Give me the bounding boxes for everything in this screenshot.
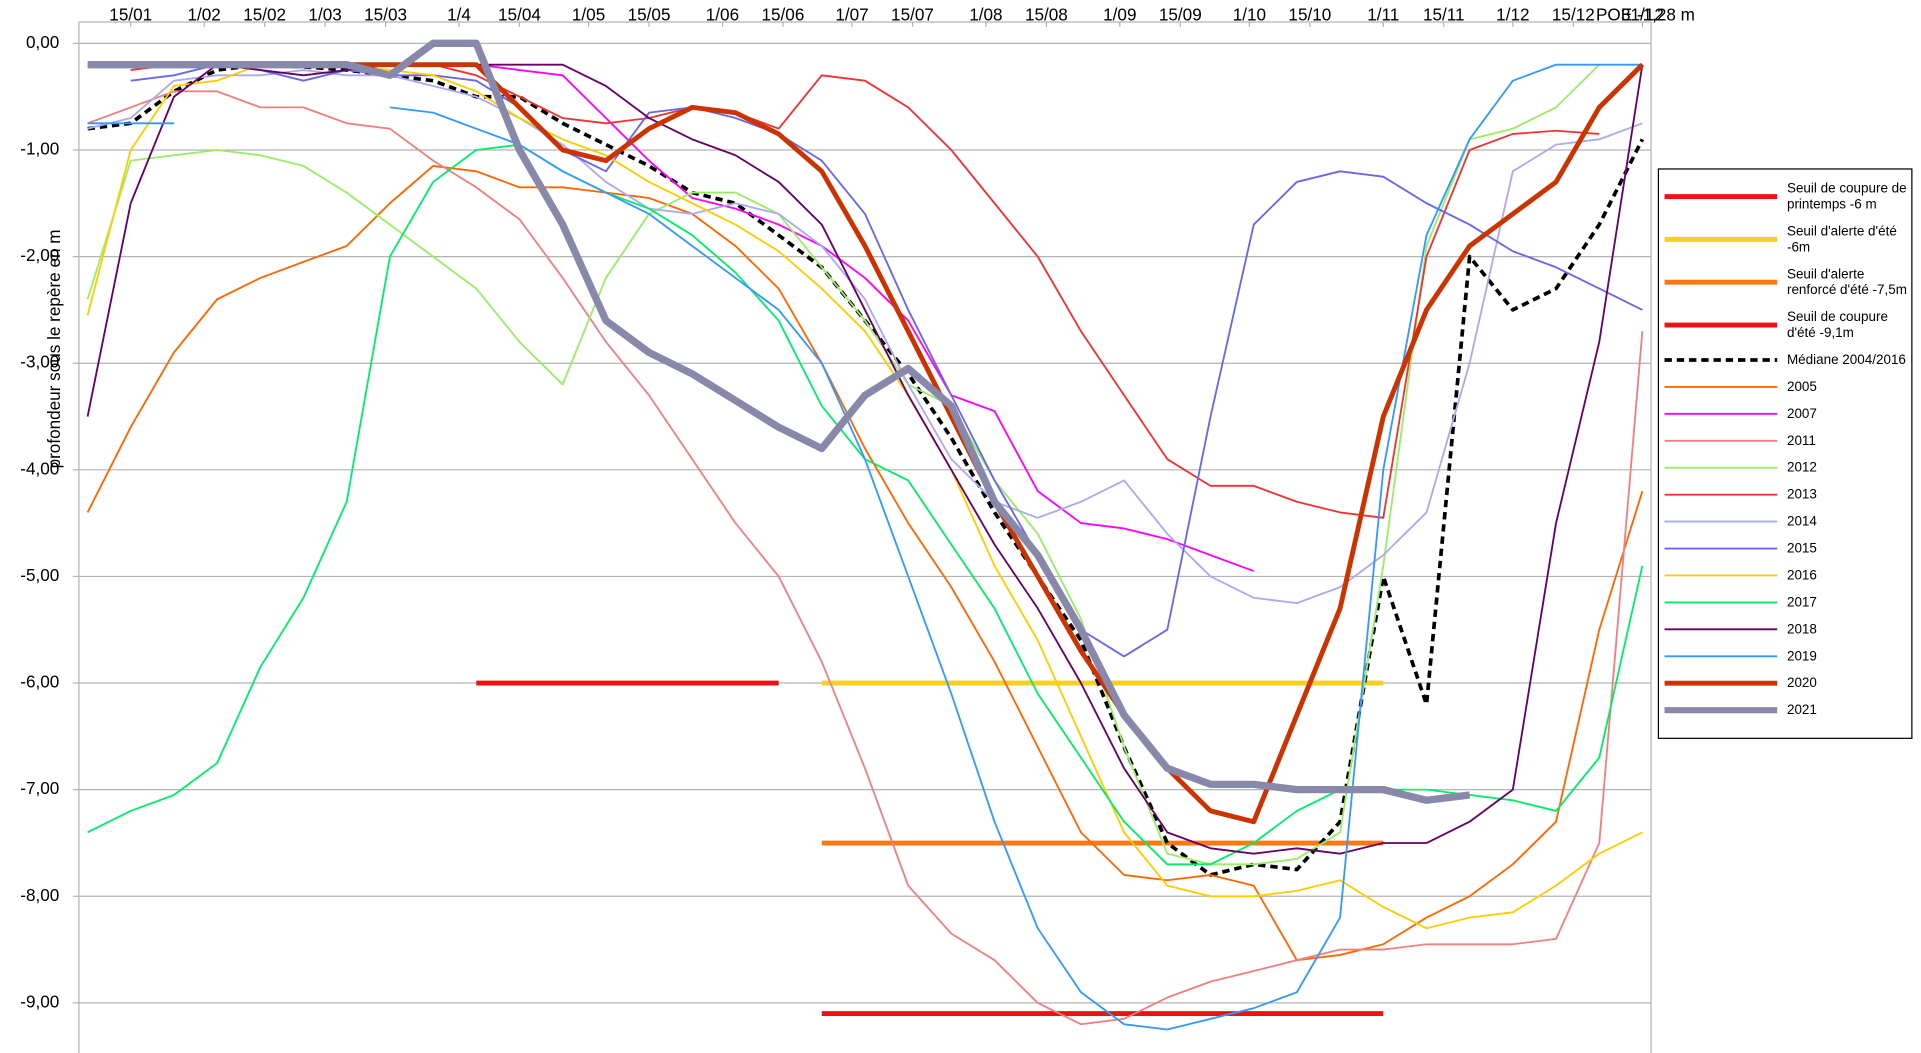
y-tick-label: -1,00 [20,139,59,159]
y-tick-label: -6,00 [20,672,59,692]
plot-area: 0,00 -1,00 -2,00 -3,00 -4,00 -5,00 -6,00 -7,00 -… [20,4,1664,1053]
y-tick-label: -8,00 [20,885,59,905]
x-tick-label: 1/08 [969,4,1002,24]
legend-label: 2020 [1787,675,1817,690]
x-tick-label: 1/11 [1367,4,1399,24]
legend: Seuil de coupure de printemps -6 m Seuil d… [1664,180,1907,717]
legend-label: 2007 [1787,405,1817,420]
x-tick-label: 15/03 [364,4,407,24]
legend-label: 2016 [1787,567,1817,582]
y-tick-label: -2,00 [20,245,59,265]
legend-label: Médiane 2004/2016 [1787,352,1906,367]
y-tick-label: 0,00 [26,32,59,52]
legend-label: 2012 [1787,459,1817,474]
x-tick-label: 1/09 [1103,4,1136,24]
legend-label: 2018 [1787,621,1817,636]
x-tick-label: 1/05 [572,4,605,24]
x-tick-label: 1/4 [447,4,471,24]
series-line [86,63,1644,855]
legend-label: 2015 [1787,540,1817,555]
x-tick-label: 15/11 [1423,4,1465,24]
y-tick-label: -3,00 [20,352,59,372]
x-tick-label: 15/05 [628,4,671,24]
series-line [87,69,1643,605]
x-tick-label: 15/08 [1025,4,1068,24]
series-line [130,62,1645,825]
series-line [87,90,1644,1026]
y-tick-label: -5,00 [20,565,59,585]
legend-label: 2021 [1787,702,1817,717]
y-tick-label: -9,00 [20,991,59,1011]
series-line [87,39,1471,804]
x-tick-label: 15/09 [1159,4,1202,24]
x-tick-label: 15/02 [243,4,286,24]
legend-label: Seuil de coupure d'été -9,1m [1787,309,1888,340]
x-tick-label: 31/12 [1621,4,1664,24]
y-axis-label: profondeur sous le repère en m [44,229,64,468]
legend-box [1657,168,1913,739]
x-tick-label: 15/07 [891,4,934,24]
series-line [86,164,1644,962]
x-tick-label: 15/12 [1552,4,1595,24]
x-tick-label: 15/04 [498,4,541,24]
legend-label: 2013 [1787,486,1817,501]
x-tick-label: 1/03 [308,4,341,24]
legend-label: 2019 [1787,648,1817,663]
legend-label: 2014 [1787,513,1817,528]
y-tick-label: -4,00 [20,458,59,478]
x-tick-label: 1/12 [1496,4,1529,24]
legend-label: Seuil d'alerte d'été -6m [1787,223,1897,254]
x-tick-label: 15/06 [762,4,805,24]
x-tick-label: 1/07 [835,4,868,24]
legend-label: 2011 [1787,432,1816,447]
y-tick-label: -7,00 [20,778,59,798]
x-tick-label: 1/06 [706,4,739,24]
legend-label: Seuil de coupure de printemps -6 m [1787,180,1907,211]
legend-label: 2017 [1787,594,1817,609]
legend-label: Seuil d'alerte renforcé d'été -7,5m [1787,266,1907,297]
series-line [87,63,1643,1031]
legend-label: 2005 [1787,378,1817,393]
x-tick-label: 15/10 [1288,4,1331,24]
annotation: POE -1,28 m [1596,4,1695,24]
x-tick-label: 1/02 [188,4,221,24]
x-tick-label: 1/10 [1233,4,1266,24]
x-tick-label: 15/01 [109,4,152,24]
series-line [476,63,1255,572]
